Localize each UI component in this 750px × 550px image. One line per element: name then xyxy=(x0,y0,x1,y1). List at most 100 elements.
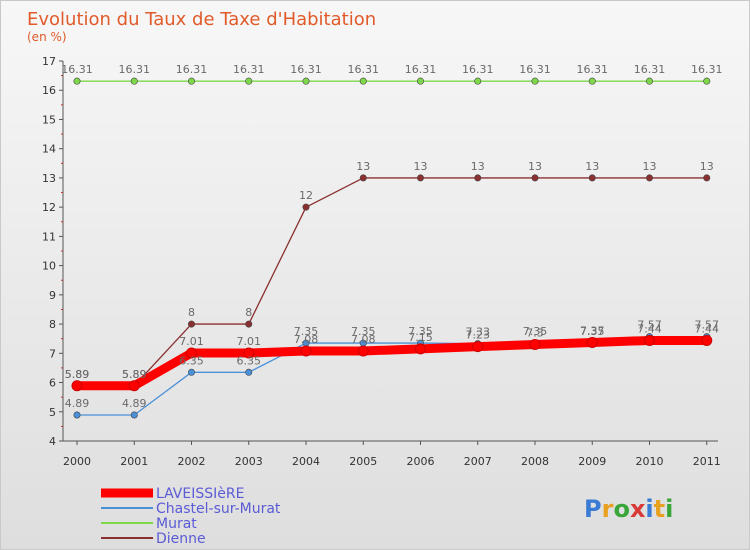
logo-letter: i xyxy=(665,495,673,523)
data-label: 7.08 xyxy=(294,333,319,346)
data-label: 13 xyxy=(414,160,428,173)
y-tick-label: 8 xyxy=(49,318,56,331)
series-line-3 xyxy=(76,177,708,387)
data-point xyxy=(188,368,196,376)
data-label: 5.89 xyxy=(122,368,147,381)
data-point xyxy=(73,77,81,85)
series-line-0 xyxy=(72,335,712,391)
data-label: 7.35 xyxy=(580,325,605,338)
data-label: 7.44 xyxy=(637,322,662,335)
y-tick-label: 7 xyxy=(49,347,56,360)
data-point xyxy=(300,345,312,357)
data-label: 5.89 xyxy=(122,368,147,381)
logo-letter: i xyxy=(645,495,653,523)
data-label: 13 xyxy=(700,160,714,173)
y-tick-label: 10 xyxy=(42,260,56,273)
data-point xyxy=(302,203,310,211)
x-tick-label: 2001 xyxy=(120,455,148,468)
data-point xyxy=(416,77,424,85)
data-label: 13 xyxy=(528,160,542,173)
data-point xyxy=(531,174,539,182)
data-label: 7.23 xyxy=(466,329,491,342)
data-label: 16.31 xyxy=(348,63,380,76)
data-label: 4.89 xyxy=(122,397,147,410)
data-label: 7.35 xyxy=(351,325,376,338)
logo-letter: x xyxy=(630,495,646,523)
data-label: 7.35 xyxy=(408,325,433,338)
data-label: 16.31 xyxy=(290,63,322,76)
logo-letter: t xyxy=(654,495,665,523)
data-point xyxy=(588,77,596,85)
data-point xyxy=(701,334,713,346)
x-tick-label: 2008 xyxy=(521,455,549,468)
data-point xyxy=(531,77,539,85)
data-point xyxy=(645,77,653,85)
data-label: 7.33 xyxy=(466,326,491,339)
data-label: 5.89 xyxy=(65,368,90,381)
data-label: 7.57 xyxy=(637,319,662,332)
data-point xyxy=(186,347,197,359)
logo-letter: P xyxy=(584,495,602,523)
data-label: 7.08 xyxy=(351,333,376,346)
legend-label: Chastel-sur-Murat xyxy=(156,501,281,517)
proxiti-logo-text: Proxiti xyxy=(584,495,673,523)
data-point xyxy=(245,77,253,85)
data-label: 8 xyxy=(245,306,252,319)
x-tick-label: 2009 xyxy=(578,455,606,468)
y-tick-label: 17 xyxy=(42,55,56,68)
data-label: 13 xyxy=(471,160,485,173)
data-point xyxy=(529,339,541,351)
data-label: 16.31 xyxy=(634,63,666,76)
legend-label: LAVEISSIèRE xyxy=(156,486,244,502)
data-label: 6.35 xyxy=(237,354,262,367)
data-label: 7.35 xyxy=(523,325,548,338)
legend-label: Murat xyxy=(156,516,197,532)
data-point xyxy=(416,174,424,182)
data-label: 8 xyxy=(188,306,195,319)
data-label: 16.31 xyxy=(119,63,151,76)
logo-letter: o xyxy=(613,495,630,523)
data-label: 7.01 xyxy=(179,335,204,348)
data-label: 16.31 xyxy=(233,63,265,76)
data-label: 5.89 xyxy=(65,368,90,381)
series-layer xyxy=(71,77,713,419)
data-point xyxy=(645,174,653,182)
data-label: 7.15 xyxy=(408,331,433,344)
y-tick-label: 9 xyxy=(49,289,56,302)
data-point xyxy=(71,380,83,392)
data-point xyxy=(245,368,253,376)
data-label: 16.31 xyxy=(405,63,437,76)
y-tick-label: 13 xyxy=(42,172,56,185)
y-tick-label: 5 xyxy=(49,406,56,419)
data-label: 7.37 xyxy=(580,324,605,337)
legend-label: Dienne xyxy=(156,531,206,547)
logo-letter: r xyxy=(602,495,614,523)
data-point xyxy=(474,174,482,182)
data-point xyxy=(188,320,196,328)
data-label: 16.31 xyxy=(176,63,208,76)
proxiti-logo: Proxiti xyxy=(584,495,673,523)
data-point xyxy=(130,411,138,419)
y-tick-label: 6 xyxy=(49,377,56,390)
x-tick-label: 2004 xyxy=(292,455,320,468)
data-label: 7.01 xyxy=(237,335,262,348)
data-label: 7.35 xyxy=(294,325,319,338)
data-point xyxy=(415,343,426,355)
y-tick-label: 16 xyxy=(42,84,56,97)
data-label: 16.31 xyxy=(691,63,723,76)
data-label: 13 xyxy=(585,160,599,173)
data-point xyxy=(357,345,369,357)
y-tick-label: 14 xyxy=(42,143,56,156)
data-label: 4.89 xyxy=(65,397,90,410)
data-label: 7.57 xyxy=(695,319,720,332)
data-point xyxy=(472,341,484,353)
data-point xyxy=(474,77,482,85)
data-point xyxy=(588,174,596,182)
data-point xyxy=(359,174,367,182)
x-tick-label: 2010 xyxy=(636,455,664,468)
x-tick-label: 2003 xyxy=(235,455,263,468)
data-label: 13 xyxy=(356,160,370,173)
data-label: 16.31 xyxy=(61,63,93,76)
